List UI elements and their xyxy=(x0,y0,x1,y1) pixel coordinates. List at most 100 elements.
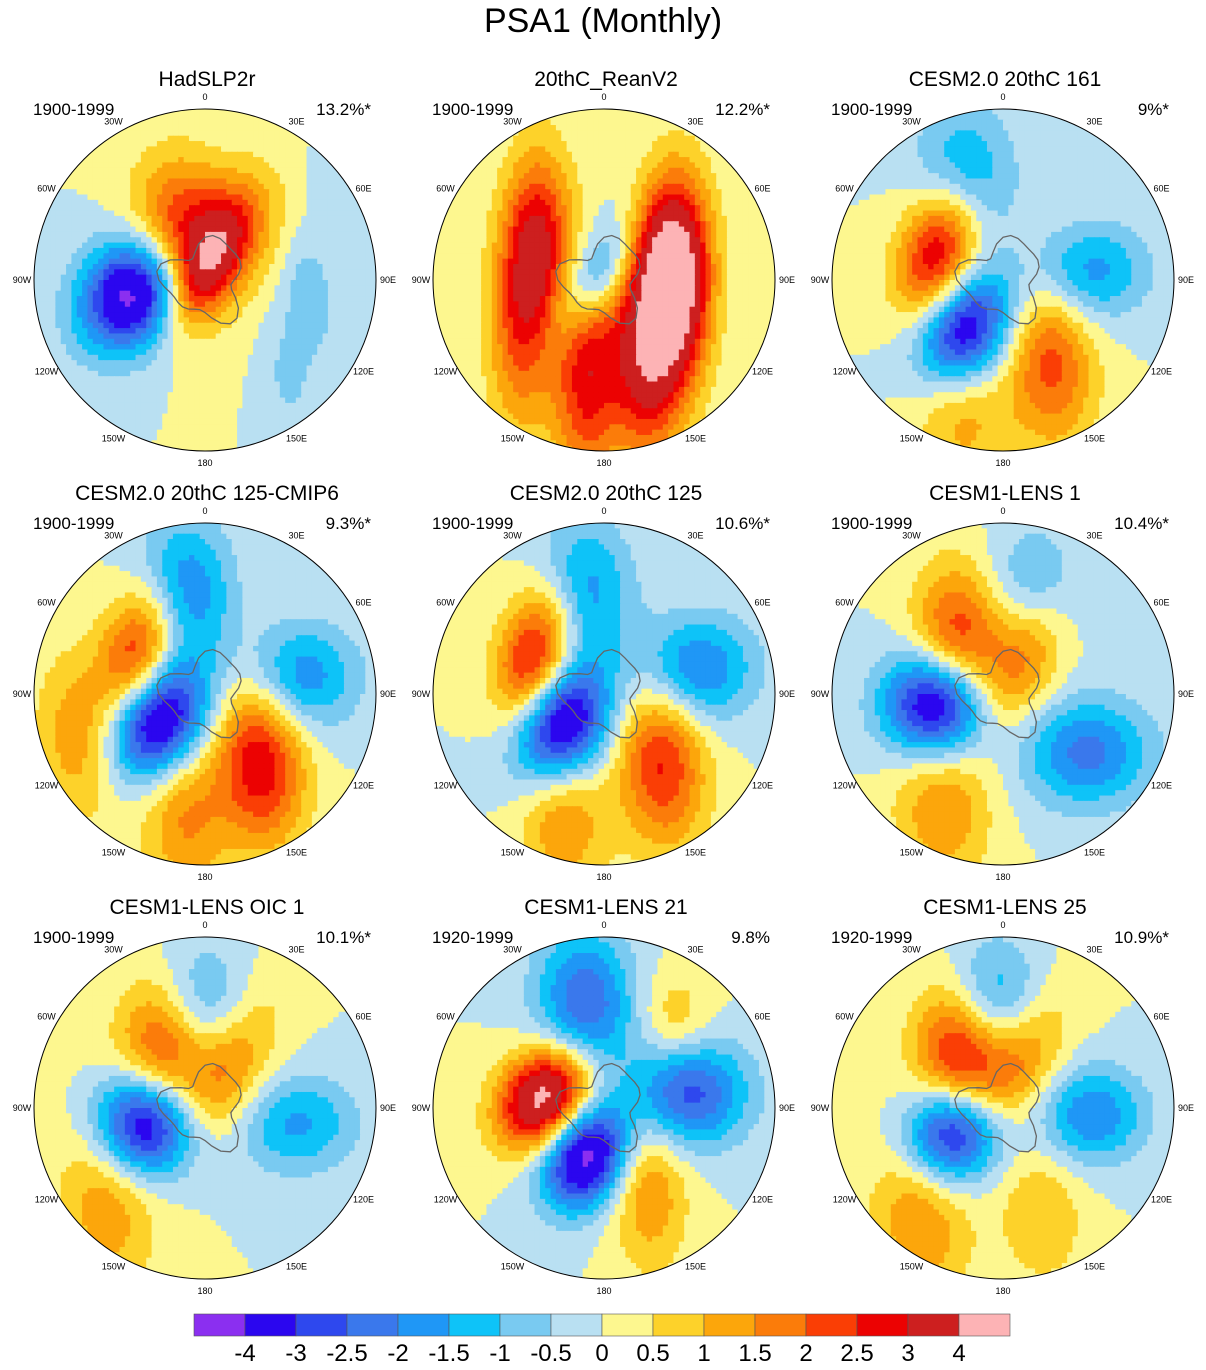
coastline xyxy=(954,1062,1040,1153)
longitude-label: 30E xyxy=(1086,945,1102,955)
period-label: 1900-1999 xyxy=(831,100,912,120)
longitude-label: 60E xyxy=(1153,184,1169,194)
longitude-label: 90W xyxy=(13,1103,32,1113)
longitude-label: 30W xyxy=(503,531,522,541)
longitude-label: 180 xyxy=(197,872,212,882)
field-contours xyxy=(832,937,1174,1279)
longitude-label: 90E xyxy=(1178,275,1194,285)
colorbar-swatch xyxy=(601,1313,654,1337)
panel-title: CESM1-LENS OIC 1 xyxy=(7,896,407,920)
longitude-label: 150W xyxy=(501,434,525,444)
longitude-label: 90W xyxy=(412,1103,431,1113)
longitude-label: 180 xyxy=(596,872,611,882)
coastline xyxy=(954,234,1040,325)
field-contours xyxy=(433,109,775,451)
map-panel: 20thC_ReanV2 1900-1999 12.2%* 0 30E 60E 90E 120… xyxy=(406,68,806,468)
map-border xyxy=(33,936,377,1280)
coastline xyxy=(555,1062,641,1153)
variance-label: 9.8% xyxy=(731,928,770,948)
colorbar-swatch xyxy=(958,1313,1011,1337)
longitude-label: 30E xyxy=(687,117,703,127)
coastline xyxy=(156,234,242,325)
longitude-label: 180 xyxy=(596,458,611,468)
longitude-label: 120W xyxy=(35,781,59,791)
panel-title: CESM2.0 20thC 125 xyxy=(406,482,806,506)
period-label: 1900-1999 xyxy=(33,514,114,534)
variance-label: 10.6%* xyxy=(715,514,770,534)
variance-label: 9%* xyxy=(1138,100,1169,120)
longitude-label: 90W xyxy=(811,689,830,699)
longitude-label: 150E xyxy=(685,434,706,444)
longitude-label: 150E xyxy=(1084,1262,1105,1272)
longitude-label: 30E xyxy=(288,531,304,541)
longitude-label: 120W xyxy=(434,367,458,377)
field-contours xyxy=(433,523,775,865)
map-border xyxy=(33,522,377,866)
colorbar-tick-label: -4 xyxy=(234,1340,255,1367)
field-contours xyxy=(34,523,376,865)
longitude-label: 120W xyxy=(833,367,857,377)
map-panel: CESM2.0 20thC 125-CMIP6 1900-1999 9.3%* 0 30… xyxy=(7,482,407,882)
colorbar-swatch xyxy=(907,1313,960,1337)
longitude-label: 0 xyxy=(202,92,207,102)
map-border xyxy=(432,522,776,866)
variance-label: 10.4%* xyxy=(1114,514,1169,534)
period-label: 1900-1999 xyxy=(432,514,513,534)
longitude-label: 60E xyxy=(355,184,371,194)
colorbar-swatch xyxy=(754,1313,807,1337)
colorbar-tick-label: -1.5 xyxy=(428,1340,469,1367)
longitude-label: 90E xyxy=(779,275,795,285)
coastline xyxy=(555,234,641,325)
colorbar-tick-label: -1 xyxy=(489,1340,510,1367)
colorbar-swatch xyxy=(703,1313,756,1337)
longitude-label: 150W xyxy=(501,1262,525,1272)
longitude-label: 90E xyxy=(1178,689,1194,699)
colorbar-tick-label: -0.5 xyxy=(530,1340,571,1367)
longitude-label: 60E xyxy=(355,1012,371,1022)
panel-title: CESM2.0 20thC 125-CMIP6 xyxy=(7,482,407,506)
longitude-label: 90W xyxy=(13,689,32,699)
colorbar-tick-label: -3 xyxy=(285,1340,306,1367)
panel-title: CESM1-LENS 25 xyxy=(805,896,1205,920)
map-border xyxy=(33,108,377,452)
longitude-label: 150E xyxy=(685,1262,706,1272)
longitude-label: 180 xyxy=(197,1286,212,1296)
longitude-label: 180 xyxy=(197,458,212,468)
colorbar-tick-label: 0.5 xyxy=(636,1340,669,1367)
colorbar-swatch xyxy=(346,1313,399,1337)
map-border xyxy=(831,936,1175,1280)
map-panel: CESM1-LENS OIC 1 1900-1999 10.1%* 0 30E 60E 90… xyxy=(7,896,407,1296)
longitude-label: 150W xyxy=(102,1262,126,1272)
longitude-label: 120E xyxy=(353,1195,374,1205)
colorbar-tick-label: 2.5 xyxy=(840,1340,873,1367)
polar-map: 0 30E 60E 90E 120E 150E 180 150W 120W 90W 60W 30W xyxy=(811,92,1194,468)
colorbar: -4 -3 -2.5 -2 -1.5 -1 -0.5 0 0.5 1 1.5 2 2.5 3 4 xyxy=(193,1313,1011,1367)
longitude-label: 60W xyxy=(37,598,56,608)
field-contours xyxy=(34,937,376,1279)
longitude-label: 90E xyxy=(779,689,795,699)
longitude-label: 180 xyxy=(995,872,1010,882)
longitude-label: 60W xyxy=(835,598,854,608)
longitude-label: 30E xyxy=(1086,117,1102,127)
longitude-label: 90E xyxy=(1178,1103,1194,1113)
longitude-label: 30W xyxy=(503,117,522,127)
longitude-label: 90E xyxy=(779,1103,795,1113)
longitude-label: 180 xyxy=(995,458,1010,468)
map-panel: CESM1-LENS 21 1920-1999 9.8% 0 30E 60E 90E 120E… xyxy=(406,896,806,1296)
longitude-label: 60W xyxy=(436,1012,455,1022)
longitude-label: 0 xyxy=(1000,506,1005,516)
longitude-label: 150E xyxy=(286,848,307,858)
colorbar-swatch xyxy=(499,1313,552,1337)
longitude-label: 120E xyxy=(752,1195,773,1205)
period-label: 1900-1999 xyxy=(33,928,114,948)
field-contours xyxy=(34,109,376,451)
longitude-label: 120E xyxy=(353,781,374,791)
polar-map: 0 30E 60E 90E 120E 150E 180 150W 120W 90W 60W 30W xyxy=(412,92,795,468)
colorbar-swatch xyxy=(295,1313,348,1337)
longitude-label: 90W xyxy=(811,1103,830,1113)
colorbar-swatch xyxy=(856,1313,909,1337)
longitude-label: 90E xyxy=(380,689,396,699)
longitude-label: 90W xyxy=(811,275,830,285)
longitude-label: 30E xyxy=(288,117,304,127)
longitude-label: 150W xyxy=(900,1262,924,1272)
